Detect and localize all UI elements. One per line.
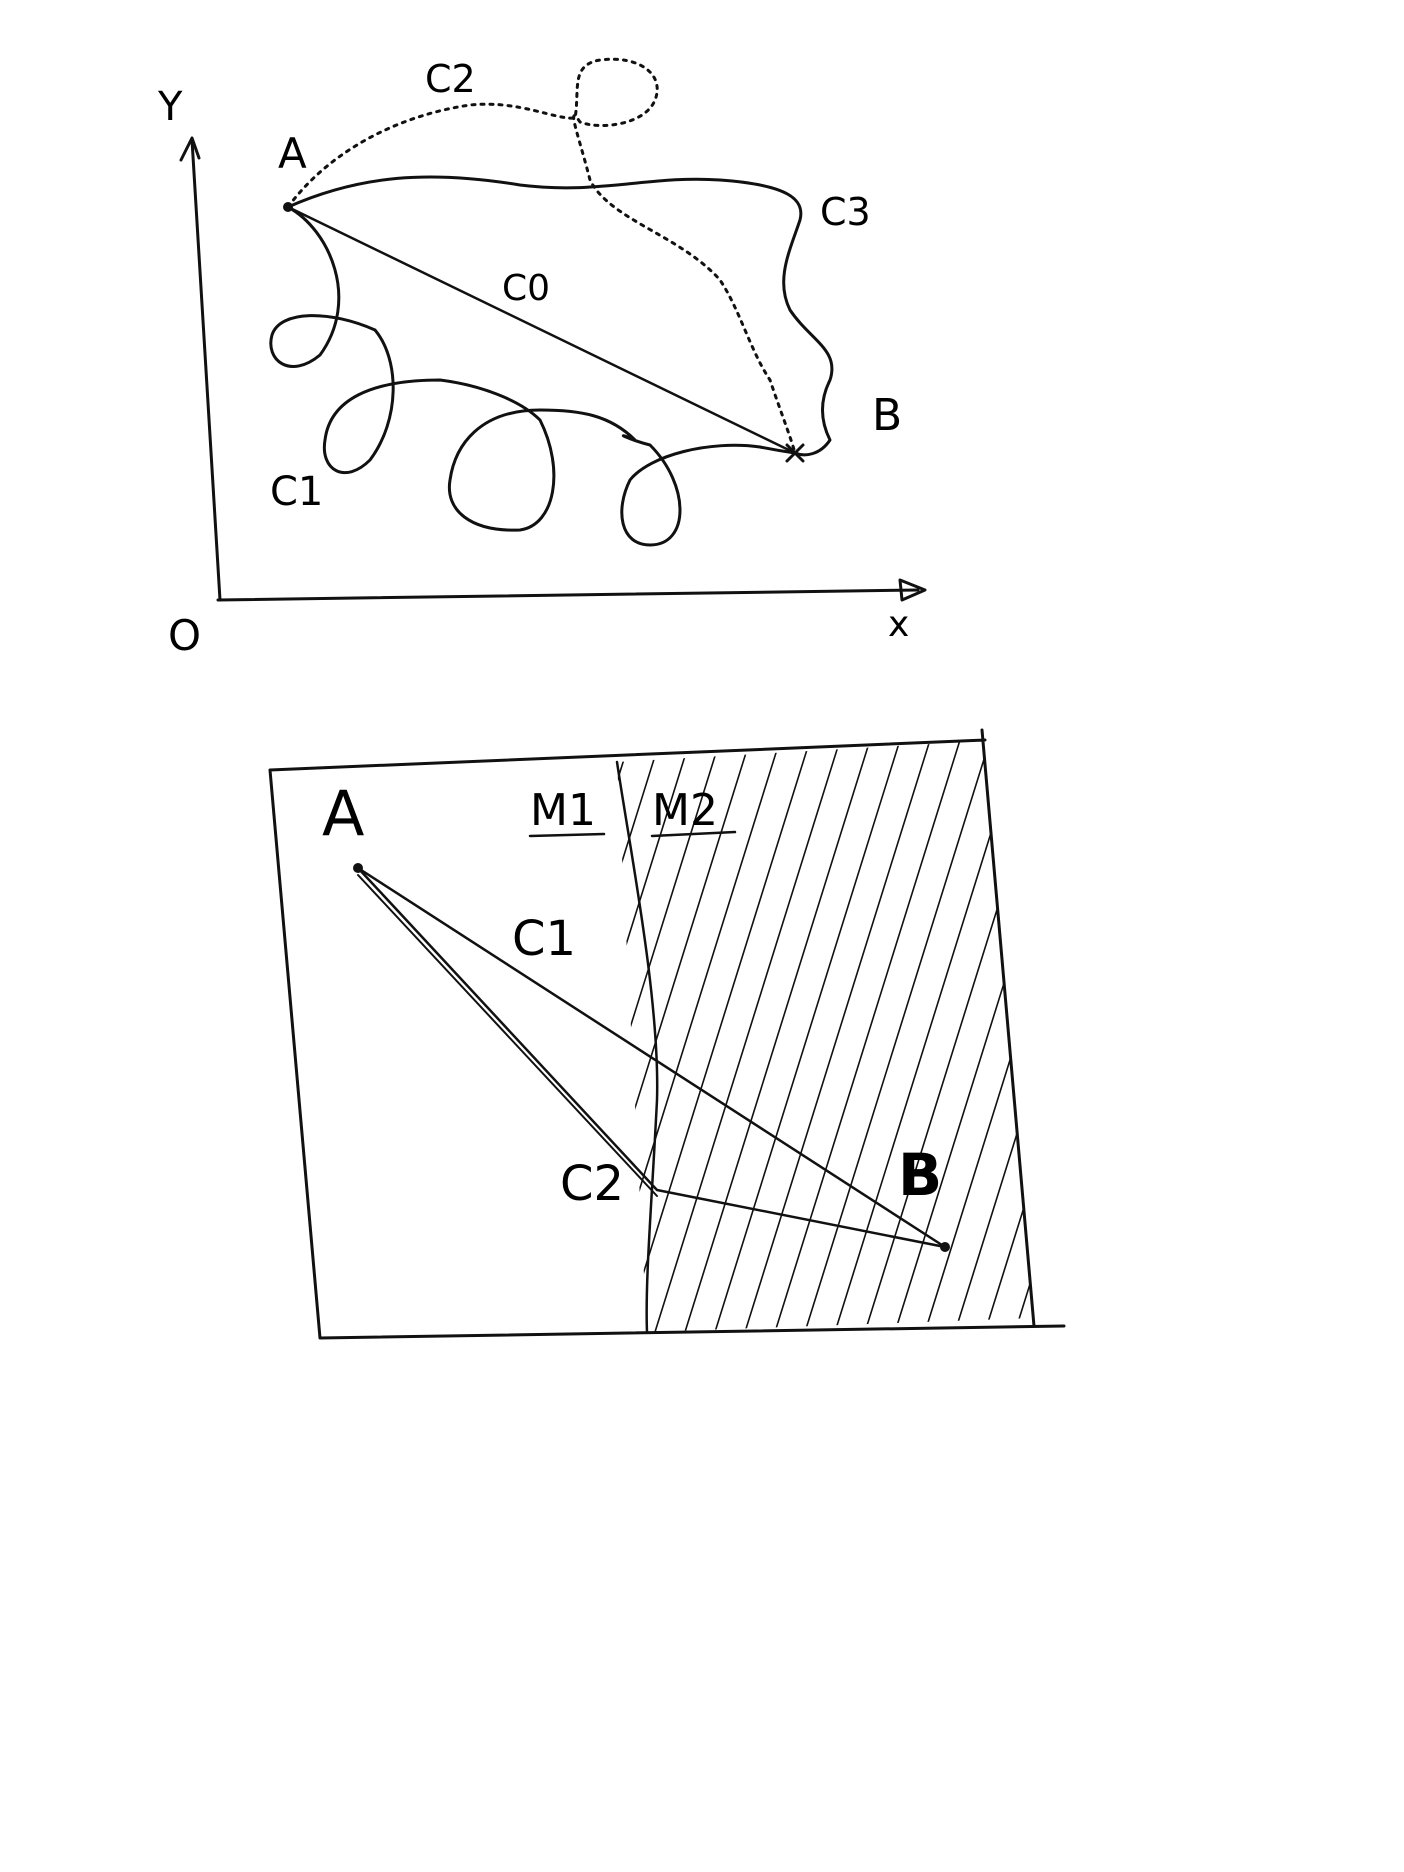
point-a-label: A [278, 129, 307, 178]
x-axis-label: x [888, 604, 909, 645]
x-axis-arrow [898, 578, 927, 602]
curve-c3 [286, 175, 834, 457]
y-axis [190, 138, 222, 602]
diagram-bottom: A B M1 M2 C1 C2 [268, 728, 1066, 1340]
x-axis [216, 588, 920, 602]
medium-m2-underline [650, 830, 737, 838]
y-axis-arrow [179, 136, 201, 162]
curve-c0 [286, 205, 797, 455]
point-a-2-label: A [322, 777, 364, 850]
path-c2-label: C2 [560, 1156, 624, 1212]
diagram-top: Y x O A B C0 C1 C2 C3 [157, 57, 927, 660]
origin-label: O [168, 611, 201, 660]
curve-c1 [269, 205, 797, 547]
curve-c2 [286, 57, 797, 455]
medium-m2-label: M2 [652, 785, 718, 836]
path-c1 [356, 866, 947, 1249]
curve-c0-label: C0 [502, 268, 550, 309]
box-outline [268, 728, 1066, 1340]
curve-c2-label: C2 [425, 57, 476, 101]
y-axis-label: Y [157, 84, 183, 130]
path-c2-second-line [357, 874, 658, 1197]
point-b-label: B [872, 390, 902, 441]
path-c2 [356, 866, 947, 1249]
curve-c1-label: C1 [270, 469, 323, 515]
medium-m1-underline [528, 832, 606, 838]
point-b-2-label: B [898, 1141, 942, 1209]
path-c1-label: C1 [512, 911, 576, 967]
media-interface [615, 760, 659, 1334]
curve-c3-label: C3 [820, 190, 871, 234]
medium-m1-label: M1 [530, 785, 596, 836]
